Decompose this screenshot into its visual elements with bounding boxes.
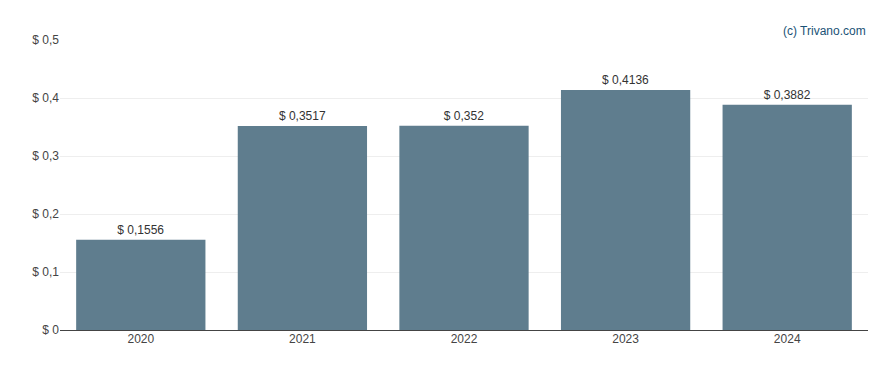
svg-text:2023: 2023 [612, 332, 639, 346]
svg-text:2024: 2024 [774, 332, 801, 346]
svg-text:$ 0,1: $ 0,1 [32, 265, 59, 279]
svg-text:$ 0,2: $ 0,2 [32, 207, 59, 221]
svg-text:2022: 2022 [451, 332, 478, 346]
svg-text:$ 0,352: $ 0,352 [444, 109, 484, 123]
svg-text:$ 0,4136: $ 0,4136 [602, 73, 649, 87]
svg-text:(c) Trivano.com: (c) Trivano.com [783, 24, 866, 38]
svg-text:$ 0,4: $ 0,4 [32, 91, 59, 105]
svg-text:2021: 2021 [289, 332, 316, 346]
svg-text:$ 0,3882: $ 0,3882 [764, 88, 811, 102]
svg-text:$ 0,3: $ 0,3 [32, 149, 59, 163]
svg-text:$ 0,1556: $ 0,1556 [117, 223, 164, 237]
svg-text:2020: 2020 [127, 332, 154, 346]
svg-text:$ 0: $ 0 [42, 323, 59, 337]
svg-text:$ 0,3517: $ 0,3517 [279, 109, 326, 123]
svg-text:$ 0,5: $ 0,5 [32, 33, 59, 47]
